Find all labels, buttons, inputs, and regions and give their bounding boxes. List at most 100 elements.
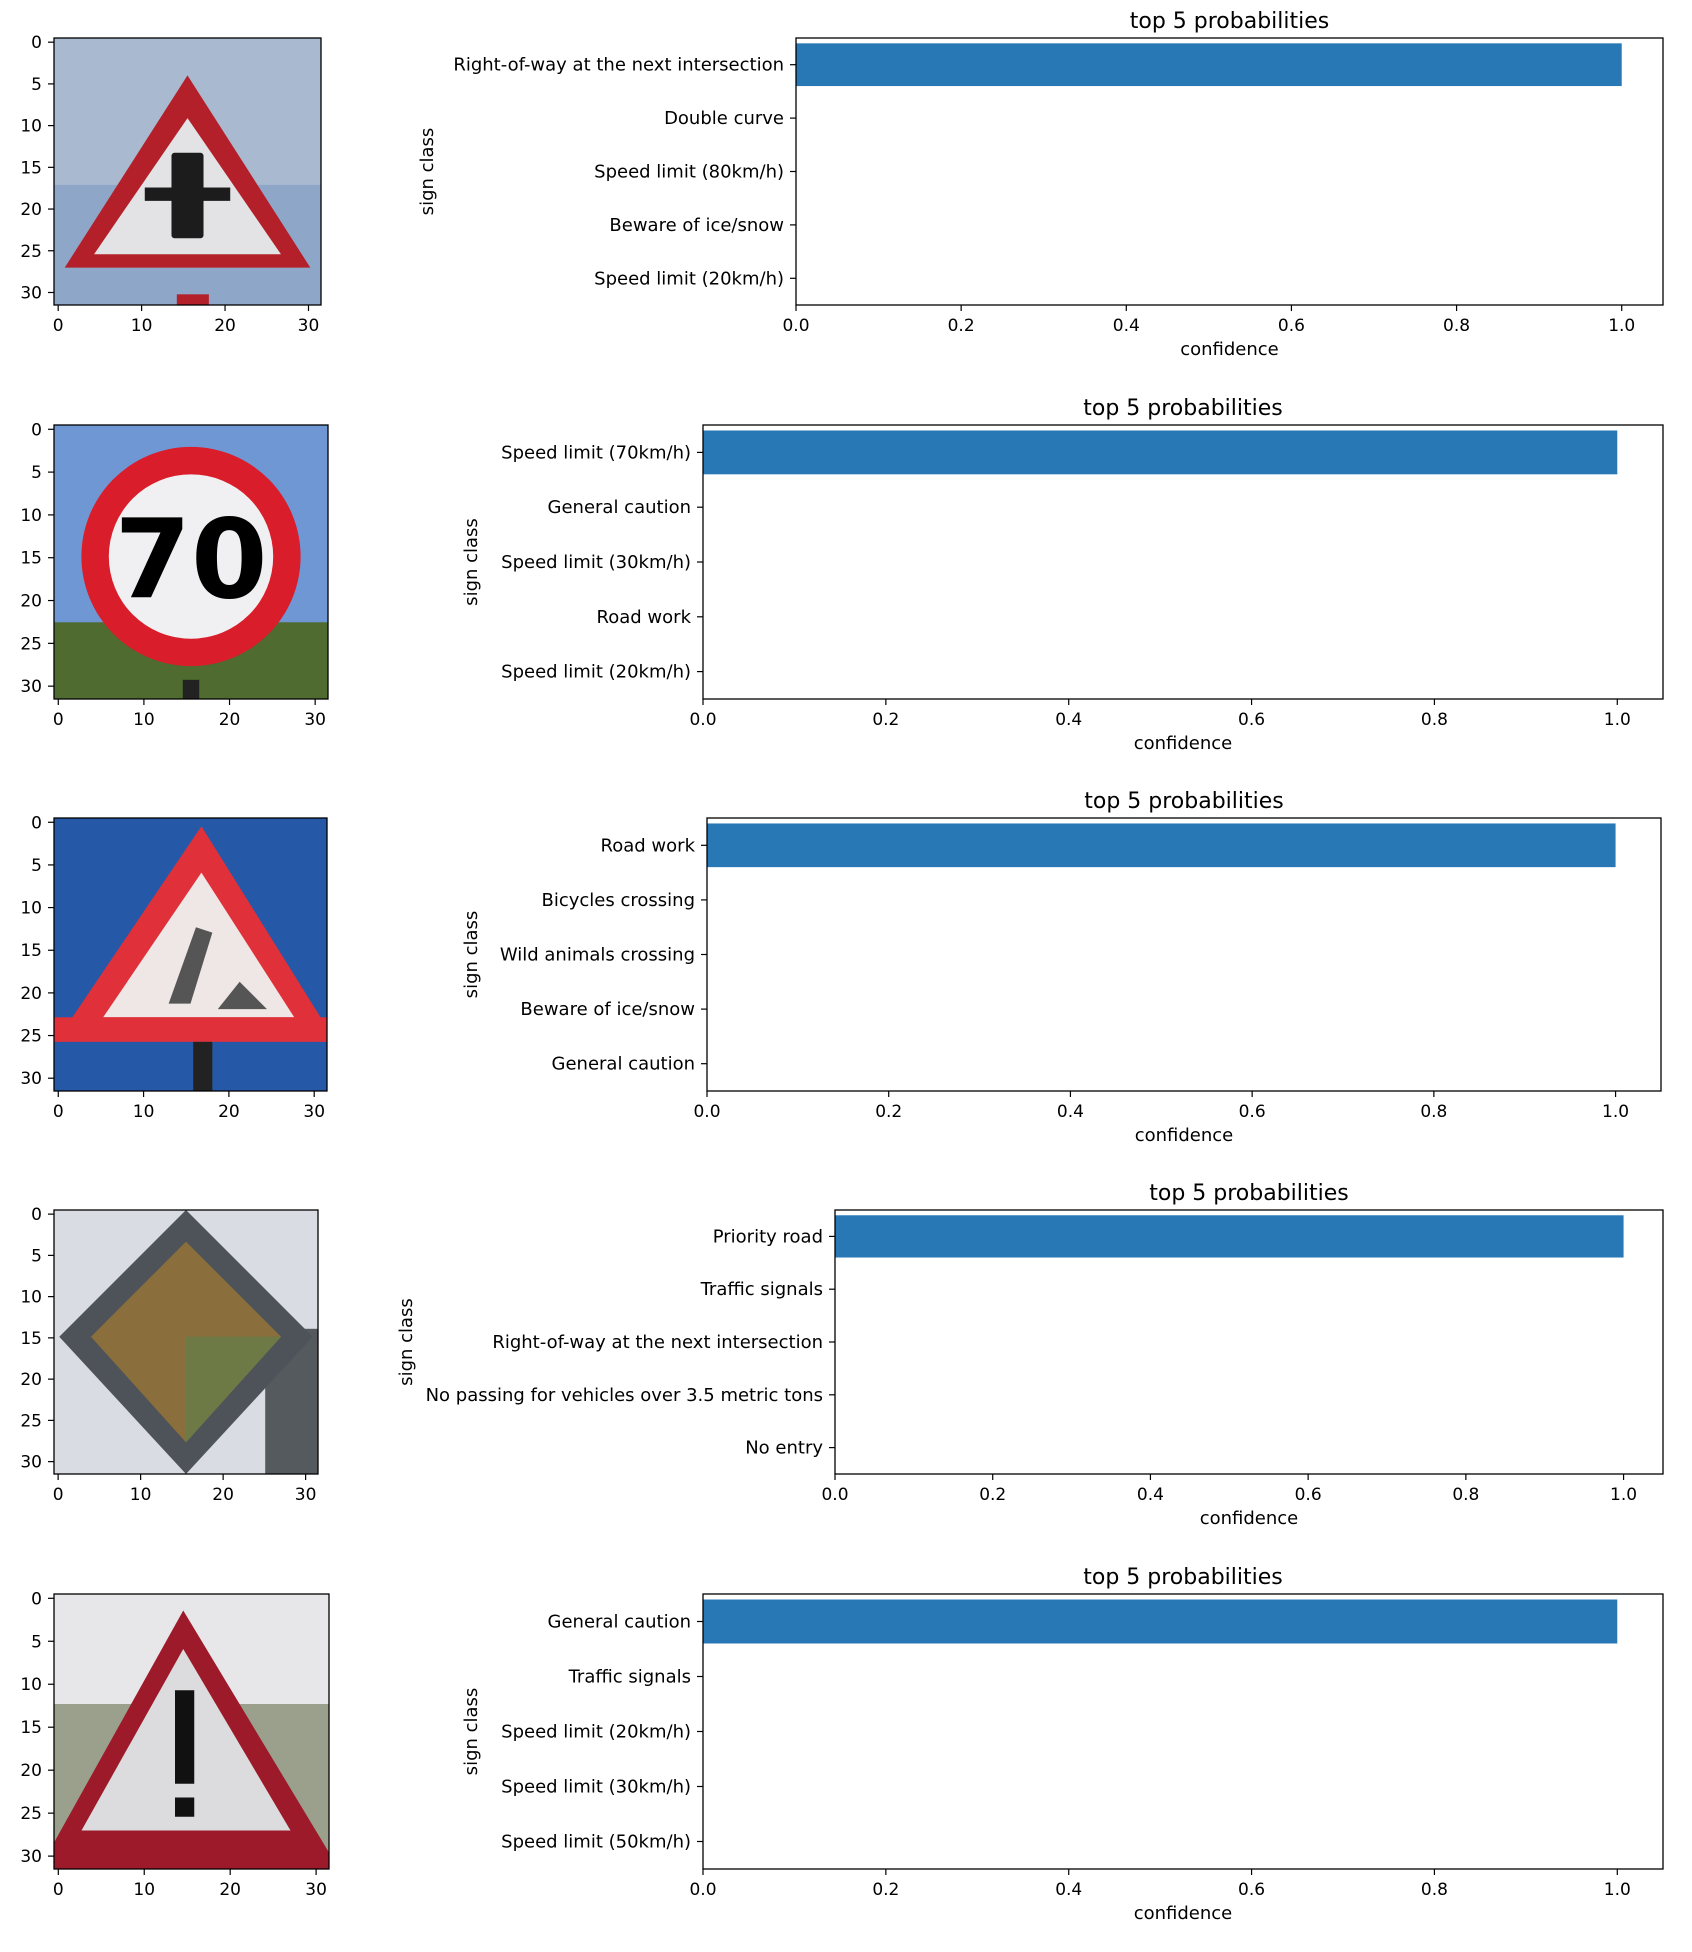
x-tick-label: 0.6	[1278, 316, 1305, 336]
category-label: Traffic signals	[568, 1667, 691, 1688]
bar-chart: top 5 probabilities Priority road Traffic …	[396, 1181, 1664, 1529]
thumbnail-x-tick-label: 0	[53, 316, 64, 336]
thumbnail-x-tick-label: 30	[298, 316, 320, 336]
x-axis-label: confidence	[1135, 1125, 1234, 1146]
thumbnail-x-tick-label: 20	[218, 1102, 240, 1122]
x-tick-label: 0.8	[1452, 1485, 1479, 1505]
thumbnail-x-tick-label: 30	[304, 710, 326, 730]
warning-triangle-traffic-signals-sign	[54, 38, 321, 305]
thumbnail-y-tick-label: 25	[20, 634, 42, 654]
x-tick-label: 0.8	[1421, 1880, 1448, 1900]
category-label: Priority road	[713, 1226, 823, 1247]
thumbnail-x-tick-label: 10	[133, 1880, 155, 1900]
x-axis-label: confidence	[1180, 339, 1279, 360]
thumb-signal-arms	[144, 187, 231, 201]
thumbnail-y-tick-label: 0	[31, 1589, 42, 1609]
thumbnail-y-tick-label: 30	[20, 1847, 42, 1867]
thumbnail-y-tick-label: 5	[31, 1246, 42, 1266]
thumb-bottom-bar	[54, 1017, 327, 1042]
category-label: Bicycles crossing	[542, 890, 695, 911]
thumbnail-axes: 0 10 20 30 0 5 10 15 20 25 30	[20, 33, 322, 336]
thumbnail-frame	[53, 817, 328, 1092]
thumbnail-y-tick-label: 20	[20, 592, 42, 612]
thumbnail-y-tick-label: 20	[20, 1761, 42, 1781]
category-label: Speed limit (20km/h)	[501, 1722, 691, 1743]
thumbnail-x-tick-label: 20	[219, 710, 241, 730]
prediction-row: 0 10 20 30 0 5 10 15 20 25 30 top 5 probabilities Pr…	[20, 1181, 1664, 1529]
thumbnail-y-tick-label: 30	[20, 677, 42, 697]
chart-title: top 5 probabilities	[1149, 1181, 1349, 1206]
prediction-row: 0 10 20 30 0 5 10 15 20 25 30 top 5 probabilities Ro…	[20, 789, 1662, 1146]
prediction-row: 0 10 20 30 0 5 10 15 20 25 30 top 5 probabilities Ri…	[20, 9, 1664, 360]
thumbnail-y-tick-label: 15	[20, 158, 42, 178]
x-tick-label: 0.4	[1113, 316, 1140, 336]
category-label: Road work	[601, 835, 696, 856]
thumbnail-y-tick-label: 0	[31, 33, 42, 53]
x-axis-label: confidence	[1200, 1508, 1299, 1529]
thumbnail-y-tick-label: 5	[31, 75, 42, 95]
x-tick-label: 0.6	[1238, 710, 1265, 730]
thumbnail-x-tick-label: 10	[130, 1485, 152, 1505]
thumb-seventy-glyph: 70	[114, 496, 267, 624]
category-label: Speed limit (30km/h)	[501, 552, 691, 573]
x-tick-label: 0.2	[872, 1880, 899, 1900]
x-tick-label: 0.0	[821, 1485, 848, 1505]
x-tick-label: 0.6	[1238, 1880, 1265, 1900]
probability-bar	[707, 823, 1616, 868]
bar-chart: top 5 probabilities General caution Traffi…	[461, 1565, 1664, 1924]
thumbnail-y-tick-label: 0	[31, 813, 42, 833]
x-tick-label: 1.0	[1610, 1485, 1637, 1505]
thumbnail-y-tick-label: 15	[20, 549, 42, 569]
x-tick-label: 0.6	[1295, 1485, 1322, 1505]
x-axis-label: confidence	[1134, 1903, 1233, 1924]
category-label: Road work	[597, 607, 692, 628]
thumb-sand-pile	[217, 981, 267, 1010]
thumbnail-x-tick-label: 10	[133, 1102, 155, 1122]
prediction-row: 70 0 10 20 30 0 5 10 15 20 25 30 top 5 probabilities…	[20, 396, 1664, 754]
thumbnail-frame	[53, 37, 322, 306]
priority-road-sign	[54, 1210, 318, 1474]
y-axis-label: sign class	[417, 128, 438, 216]
thumbnail-frame	[53, 1209, 319, 1475]
category-label: Wild animals crossing	[500, 945, 695, 966]
x-tick-label: 1.0	[1602, 1102, 1629, 1122]
thumbnail-y-tick-label: 25	[20, 242, 42, 262]
bar-chart: top 5 probabilities Road work Bicycles cro…	[461, 789, 1662, 1146]
thumb-post	[182, 679, 200, 699]
figure-rows: 0 10 20 30 0 5 10 15 20 25 30 top 5 probabilities Ri…	[20, 9, 1664, 1924]
thumbnail-axes: 70 0 10 20 30 0 5 10 15 20 25 30	[20, 420, 329, 730]
thumbnail-y-tick-label: 15	[20, 941, 42, 961]
thumb-exclamation-bar	[175, 1690, 195, 1784]
thumbnail-y-tick-label: 15	[20, 1718, 42, 1738]
thumbnail-y-tick-label: 10	[20, 1675, 42, 1695]
category-label: Speed limit (30km/h)	[501, 1777, 691, 1798]
thumbnail-x-tick-label: 0	[53, 1485, 64, 1505]
prediction-row: 0 10 20 30 0 5 10 15 20 25 30 top 5 probabilities Ge…	[20, 1565, 1664, 1924]
thumbnail-axes: 0 10 20 30 0 5 10 15 20 25 30	[20, 1589, 330, 1900]
thumbnail-y-tick-label: 10	[20, 1288, 42, 1308]
x-tick-label: 1.0	[1604, 710, 1631, 730]
x-tick-label: 0.2	[979, 1485, 1006, 1505]
road-work-sign	[54, 818, 327, 1091]
x-tick-label: 0.0	[689, 1880, 716, 1900]
thumb-post	[193, 1041, 213, 1091]
thumbnail-y-tick-label: 5	[31, 463, 42, 483]
category-label: Traffic signals	[700, 1279, 823, 1300]
category-label: General caution	[548, 1612, 691, 1633]
thumbnail-y-tick-label: 25	[20, 1027, 42, 1047]
thumbnail-y-tick-label: 0	[31, 1205, 42, 1225]
x-tick-label: 0.4	[1137, 1485, 1164, 1505]
category-label: Speed limit (80km/h)	[594, 162, 784, 183]
thumbnail-x-tick-label: 10	[133, 710, 155, 730]
bar-chart: top 5 probabilities Right-of-way at the n…	[417, 9, 1664, 360]
y-axis-label: sign class	[461, 518, 482, 606]
x-tick-label: 0.8	[1421, 710, 1448, 730]
thumb-worker	[168, 927, 213, 1004]
thumbnail-x-tick-label: 30	[295, 1485, 317, 1505]
thumb-post	[176, 294, 209, 305]
general-caution-sign	[54, 1594, 329, 1869]
speed-limit-70-sign: 70	[54, 425, 328, 699]
thumbnail-y-tick-label: 10	[20, 506, 42, 526]
thumbnail-y-tick-label: 10	[20, 899, 42, 919]
thumbnail-y-tick-label: 30	[20, 1069, 42, 1089]
